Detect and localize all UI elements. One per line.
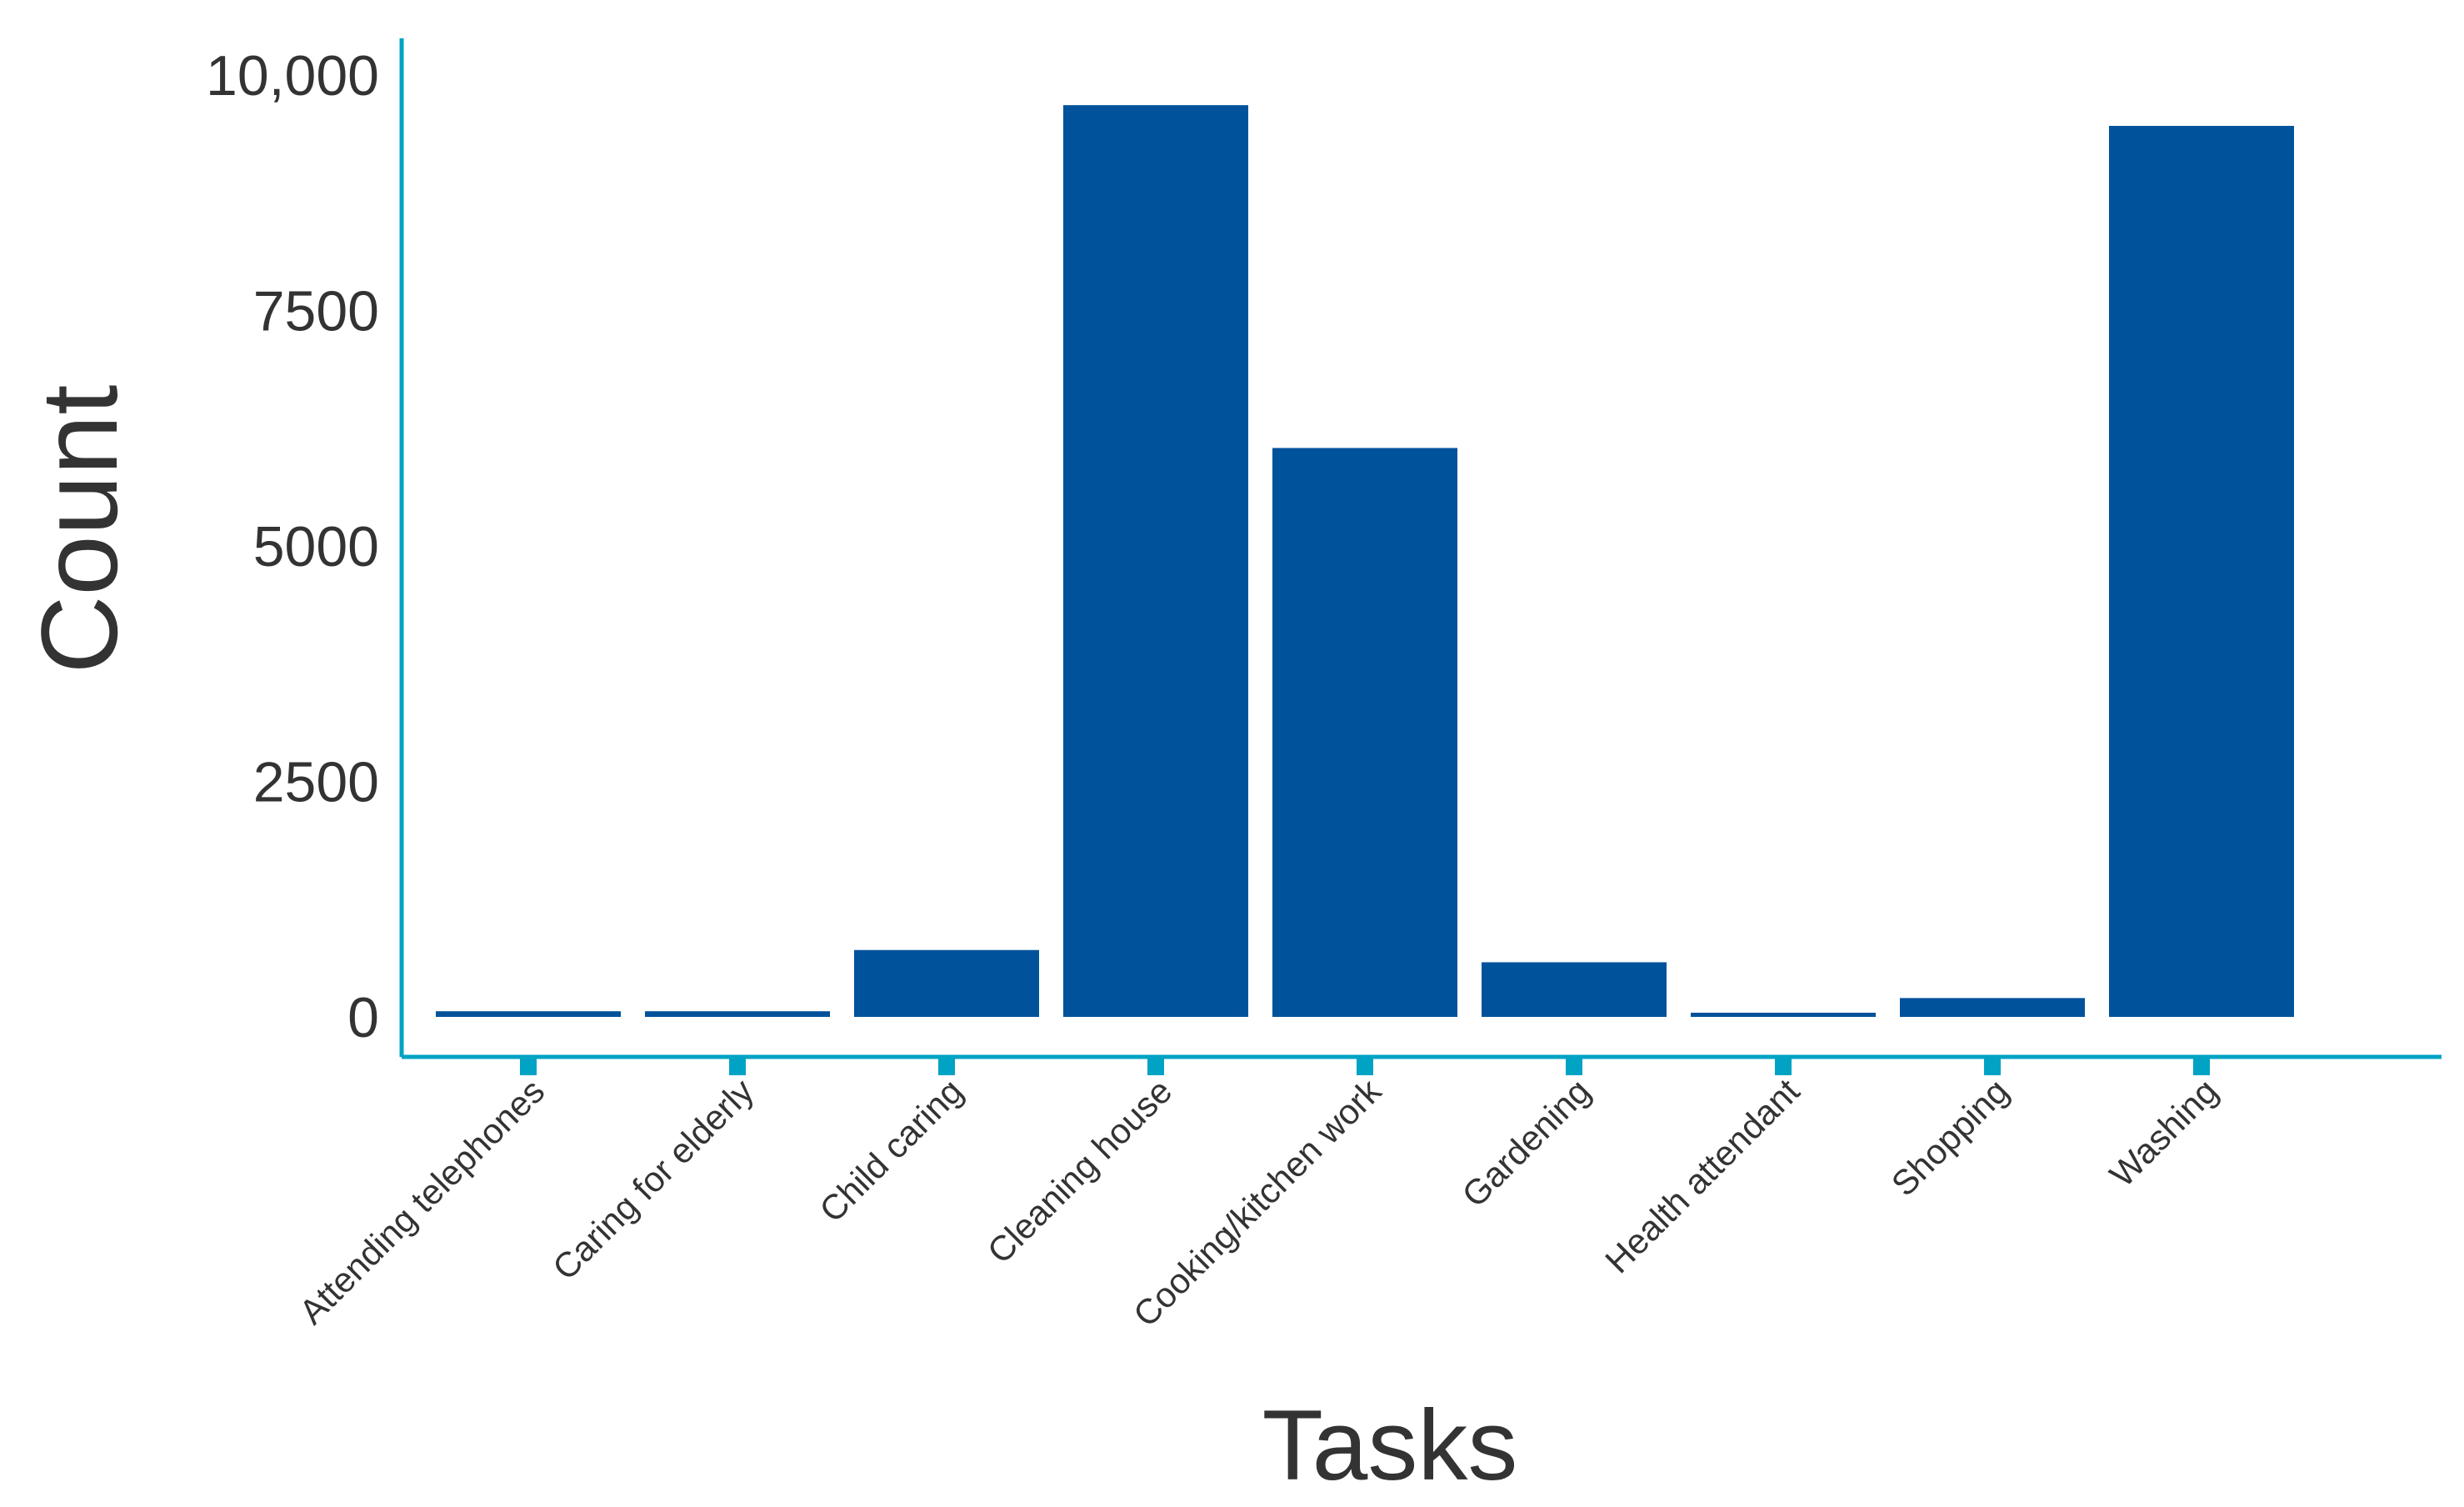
y-tick-label: 10,000 (206, 44, 379, 108)
x-tick-mark (938, 1059, 955, 1075)
bars-group (436, 105, 2294, 1017)
x-tick-mark (2193, 1059, 2210, 1075)
bar-attending-telephones (436, 1011, 621, 1017)
x-axis-title: Tasks (1262, 1389, 1518, 1501)
x-tick-mark (1357, 1059, 1373, 1075)
x-tick-marks (520, 1059, 2210, 1075)
x-tick-label: Gardening (1454, 1071, 1597, 1214)
y-tick-labels: 0 2500 5000 7500 10,000 (206, 44, 379, 1049)
x-tick-mark (1566, 1059, 1582, 1075)
y-tick-label: 0 (347, 986, 379, 1049)
x-tick-label: Health attendant (1597, 1071, 1807, 1280)
x-tick-mark (1984, 1059, 2001, 1075)
x-tick-mark (520, 1059, 537, 1075)
bar-shopping (1900, 998, 2085, 1017)
bar-child-caring (854, 949, 1039, 1017)
bar-gardening (1482, 962, 1667, 1017)
y-tick-label: 7500 (253, 280, 379, 343)
bar-cooking-kitchen-work (1272, 448, 1457, 1017)
bar-caring-for-elderly (645, 1011, 830, 1017)
x-tick-label: Washing (2102, 1071, 2226, 1194)
x-tick-mark (729, 1059, 746, 1075)
x-tick-label: Shopping (1884, 1071, 2017, 1204)
x-tick-mark (1775, 1059, 1792, 1075)
bar-cleaning-house (1063, 105, 1248, 1017)
y-tick-label: 2500 (253, 751, 379, 814)
x-tick-mark (1147, 1059, 1164, 1075)
bar-health-attendant (1691, 1013, 1876, 1017)
bar-washing (2109, 126, 2294, 1017)
x-tick-label: Caring for elderly (545, 1071, 761, 1287)
x-tick-label: Attending telephones (292, 1071, 552, 1331)
x-tick-label: Cleaning house (980, 1071, 1180, 1271)
y-tick-label: 5000 (253, 515, 379, 578)
x-tick-label: Child caring (812, 1071, 970, 1229)
y-axis-title: Count (18, 385, 140, 674)
